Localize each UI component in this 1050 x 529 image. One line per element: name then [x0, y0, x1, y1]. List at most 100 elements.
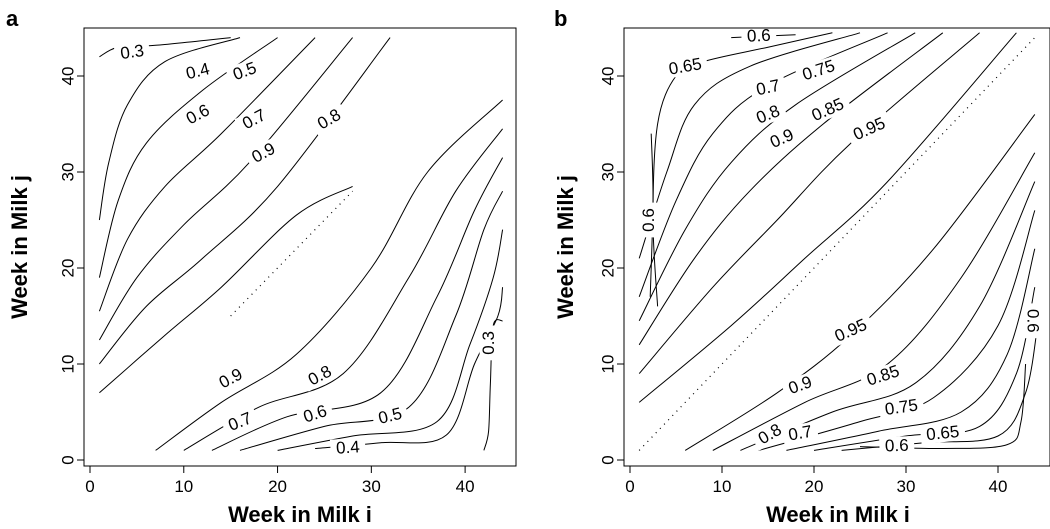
panel-a-x-axis-title: Week in Milk i	[228, 502, 372, 527]
panel-b-y-tick-label: 20	[599, 259, 618, 278]
panel-a-y-tick-label: 30	[59, 163, 78, 182]
panel-a-y-tick-label: 0	[59, 455, 78, 464]
panel-a-contour-label-bg	[220, 406, 260, 437]
panel-b-contour-label-bg	[794, 54, 843, 86]
panel-b-contour-label-bg	[878, 395, 925, 420]
panel-b-contour-label: 0.6	[639, 202, 658, 238]
panel-a-y-tick-label: 40	[59, 67, 78, 86]
panel-b-y-axis-title: Week in Milk j	[553, 175, 578, 319]
panel-b-contour-label: 0.65	[919, 421, 966, 445]
panel-a-contour-label: 0.5	[225, 56, 265, 86]
panel-a-contour-label-text: 0.3	[119, 41, 145, 63]
panel-a-diagonal	[230, 190, 354, 317]
panel-a-contour-label: 0.9	[243, 136, 284, 169]
panel-b-contour-label-text: 0.65	[925, 422, 960, 444]
panel-a-contour-label: 0.6	[295, 399, 335, 428]
panel-b-contour-label: 0.75	[794, 54, 843, 86]
panel-b-contour-label-text: 0.75	[884, 395, 919, 418]
panel-b-contour-0_8	[638, 32, 916, 322]
panel-b: b Week in Milk i Week in Milk j 0 10 20 30 4…	[553, 6, 1050, 527]
panel-b-label: b	[554, 6, 567, 31]
panel-b-contour-label: 0.6	[879, 436, 915, 456]
panel-a-contour-0_7	[98, 37, 353, 341]
panel-b-contour-label-text: 0.95	[850, 113, 888, 144]
panel-a-contour-0_5	[277, 229, 504, 451]
panel-b-x-tick-label: 40	[989, 477, 1008, 496]
panel-a-x-tick-label: 0	[85, 477, 94, 496]
panel-a-contour-label-bg	[295, 399, 335, 428]
panel-b-contour-label: 0.85	[803, 92, 852, 127]
panel-a-contour-label-bg	[329, 437, 366, 458]
panel-a-x-tick-label: 20	[268, 477, 287, 496]
panel-a-contour-0_6	[239, 190, 504, 451]
panel-b-contour-label-bg	[748, 99, 788, 130]
panel-b-contour-label-bg	[1024, 303, 1042, 339]
panel-b-contour-label-bg	[781, 421, 819, 445]
panel-a-contour-label-bg	[300, 359, 340, 392]
panel-a-contour-0_9	[99, 185, 353, 394]
panel-b-contour-label-text: 0.6	[1024, 309, 1043, 333]
panel-b-contour-label-text: 0.75	[800, 56, 837, 84]
panel-b-contour-label: 0.7	[749, 75, 787, 100]
panel-b-contour-label: 0.9	[780, 370, 820, 400]
panel-b-contour-label: 0.8	[748, 99, 788, 130]
panel-b-contour-0_7	[638, 32, 861, 259]
panel-a-contour-label-text: 0.5	[376, 404, 404, 428]
panel-b-y-tick-label: 30	[599, 163, 618, 182]
panel-b-contour-label-bg	[661, 53, 709, 80]
panel-b-y-tick-label: 40	[599, 67, 618, 86]
panel-b-contour-label-bg	[750, 417, 790, 451]
panel-a-contour-label-bg	[243, 136, 284, 169]
panel-b-x-tick-label: 0	[625, 477, 634, 496]
panel-a-contour-label-text: 0.4	[184, 59, 212, 83]
panel-b-contour-label-text: 0.6	[639, 208, 658, 232]
panel-b-contour-0_9	[712, 152, 1036, 451]
panel-a-contour-label: 0.4	[329, 437, 366, 458]
panel-a-contour-label-bg	[211, 362, 251, 395]
panel-a-contour-label-bg	[178, 58, 217, 85]
panel-a-contour-0_9	[155, 99, 503, 451]
panel-a-contour-label-text: 0.3	[479, 331, 498, 355]
panel-a-x-tick-label: 10	[174, 477, 193, 496]
panel-b-x-tick-label: 20	[805, 477, 824, 496]
panel-a-y-tick-label: 20	[59, 259, 78, 278]
panel-b-contour-label-bg	[826, 313, 875, 348]
panel-b-contour-label-bg	[845, 111, 894, 147]
panel-b-contour-0_95	[638, 32, 1017, 403]
panel-b-contour-label-text: 0.65	[667, 54, 703, 78]
panel-b-contour-label-bg	[740, 25, 777, 46]
panel-b-contour-label-bg	[749, 75, 787, 100]
panel-b-contour-label: 0.95	[845, 111, 894, 147]
panel-b-contour-label-bg	[639, 202, 658, 238]
panel-b-contour-label: 0.9	[762, 123, 802, 154]
panel-a-contour-0_4	[315, 287, 504, 449]
panel-a-contour-label-bg	[234, 103, 274, 136]
panel-b-contour-label-text: 0.95	[832, 315, 870, 346]
panel-b-contour-label: 0.75	[878, 395, 925, 420]
panel-a-x-tick-label: 40	[456, 477, 475, 496]
panel-a-contour-label: 0.3	[113, 40, 151, 64]
panel-a-y-axis-title: Week in Milk j	[7, 175, 32, 319]
panel-a-contour-label-bg	[309, 102, 349, 136]
panel-a-label: a	[6, 6, 19, 31]
panel-a-contour-0_8	[99, 37, 391, 365]
panel-a-contour-0_7	[211, 157, 504, 451]
panel-a-contour-label: 0.4	[178, 58, 217, 85]
panel-a-contour-label-bg	[225, 56, 265, 86]
panel-a-contour-0_4	[98, 37, 241, 221]
panel-b-contour-label: 0.7	[781, 421, 819, 445]
panel-b-contour-label-text: 0.85	[864, 361, 901, 389]
panel-b-contour-label: 0.6	[1024, 303, 1043, 339]
panel-b-contour-label: 0.95	[826, 313, 875, 348]
panel-b-contour-label-bg	[803, 92, 852, 127]
panel-a-x-tick-label: 30	[362, 477, 381, 496]
panel-b-contour-label: 0.6	[740, 25, 777, 46]
panel-b-contour-label-bg	[859, 360, 907, 391]
panel-b-contour-0_8	[758, 210, 1036, 451]
panel-b-x-tick-label: 30	[897, 477, 916, 496]
panel-a-contour-0_6	[98, 37, 316, 312]
panel-b-contour-0_85	[740, 181, 1036, 451]
panel-b-x-axis-title: Week in Milk i	[766, 502, 910, 527]
panel-b-contour-0_95	[684, 114, 1036, 451]
